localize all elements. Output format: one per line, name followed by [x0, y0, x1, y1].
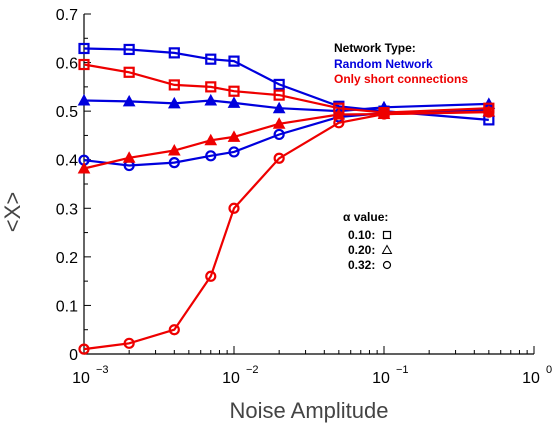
y-tick-label: 0.6 [56, 56, 78, 73]
legend-network-title: Network Type: [334, 41, 416, 55]
series-line [83, 110, 489, 170]
x-tick-exponent: −3 [96, 364, 109, 376]
x-tick-label: 10 [72, 370, 90, 387]
series-layer [77, 42, 496, 355]
circle-marker [382, 260, 392, 270]
triangle-marker [204, 93, 218, 106]
circle-marker [168, 157, 180, 169]
circle-marker [228, 202, 240, 214]
circle-marker [378, 108, 390, 120]
circle-marker [228, 146, 240, 158]
triangle-marker [77, 161, 91, 174]
triangle-marker [272, 117, 286, 129]
square-marker [78, 42, 90, 55]
square-marker [123, 66, 135, 78]
x-tick-label: 10 [522, 370, 540, 387]
square-marker [228, 85, 240, 97]
triangle-marker [381, 244, 393, 254]
y-tick-label: 0.1 [56, 298, 78, 315]
legend-alpha-entry: 0.10: [348, 228, 375, 242]
square-marker [205, 81, 217, 93]
square-marker [78, 58, 90, 71]
x-axis-label: Noise Amplitude [230, 398, 389, 423]
x-tick-exponent: −2 [246, 364, 259, 376]
square-marker [205, 53, 217, 65]
x-tick-exponent: 0 [546, 364, 552, 376]
legend-alpha-entry: 0.32: [348, 258, 375, 272]
square-marker [273, 78, 285, 91]
y-axis-label: <X> [0, 192, 25, 232]
series-line [83, 99, 489, 113]
y-tick-label: 0.7 [56, 7, 78, 24]
circle-marker [78, 343, 90, 355]
circle-marker [483, 106, 495, 118]
triangle-marker [204, 133, 218, 146]
series-line [83, 108, 489, 167]
square-marker [168, 79, 180, 91]
y-tick-label: 0.2 [56, 250, 78, 267]
circle-marker [333, 117, 345, 129]
triangle-marker [122, 94, 136, 107]
legend-network-entry: Only short connections [334, 72, 468, 86]
square-marker [382, 230, 392, 240]
triangle-marker [227, 96, 241, 108]
axes: 0 0.1 0.2 0.3 0.4 0.5 0.6 0.7 10 −3 10 −2 10 −1 10 0 [56, 7, 552, 387]
triangle-marker [272, 101, 286, 114]
square-marker [168, 47, 180, 59]
triangle-marker [77, 93, 91, 106]
x-tick-label: 10 [222, 370, 240, 387]
triangle-marker [167, 96, 181, 109]
series-short-alpha-0.32 [78, 106, 495, 355]
legend-alpha-entry: 0.20: [348, 243, 375, 257]
y-tick-label: 0.3 [56, 201, 78, 218]
series-line [83, 111, 489, 351]
triangle-marker [227, 130, 241, 142]
square-marker [123, 43, 135, 56]
triangle-marker [167, 143, 181, 156]
circle-marker [205, 270, 217, 282]
y-tick-label: 0 [69, 347, 78, 364]
circle-marker [205, 150, 217, 162]
series-line [83, 63, 489, 114]
circle-marker [273, 128, 285, 141]
circle-marker [123, 337, 135, 349]
square-marker [273, 89, 285, 101]
square-marker [228, 55, 240, 67]
x-tick-exponent: −1 [396, 364, 409, 376]
circle-marker [273, 152, 285, 164]
x-tick-label: 10 [372, 370, 390, 387]
y-tick-label: 0.5 [56, 104, 78, 121]
y-tick-label: 0.4 [56, 153, 78, 170]
circle-marker [168, 324, 180, 336]
legend-alpha-title: α value: [343, 210, 388, 224]
legend-network-entry: Random Network [334, 57, 433, 71]
triangle-marker [122, 151, 136, 163]
